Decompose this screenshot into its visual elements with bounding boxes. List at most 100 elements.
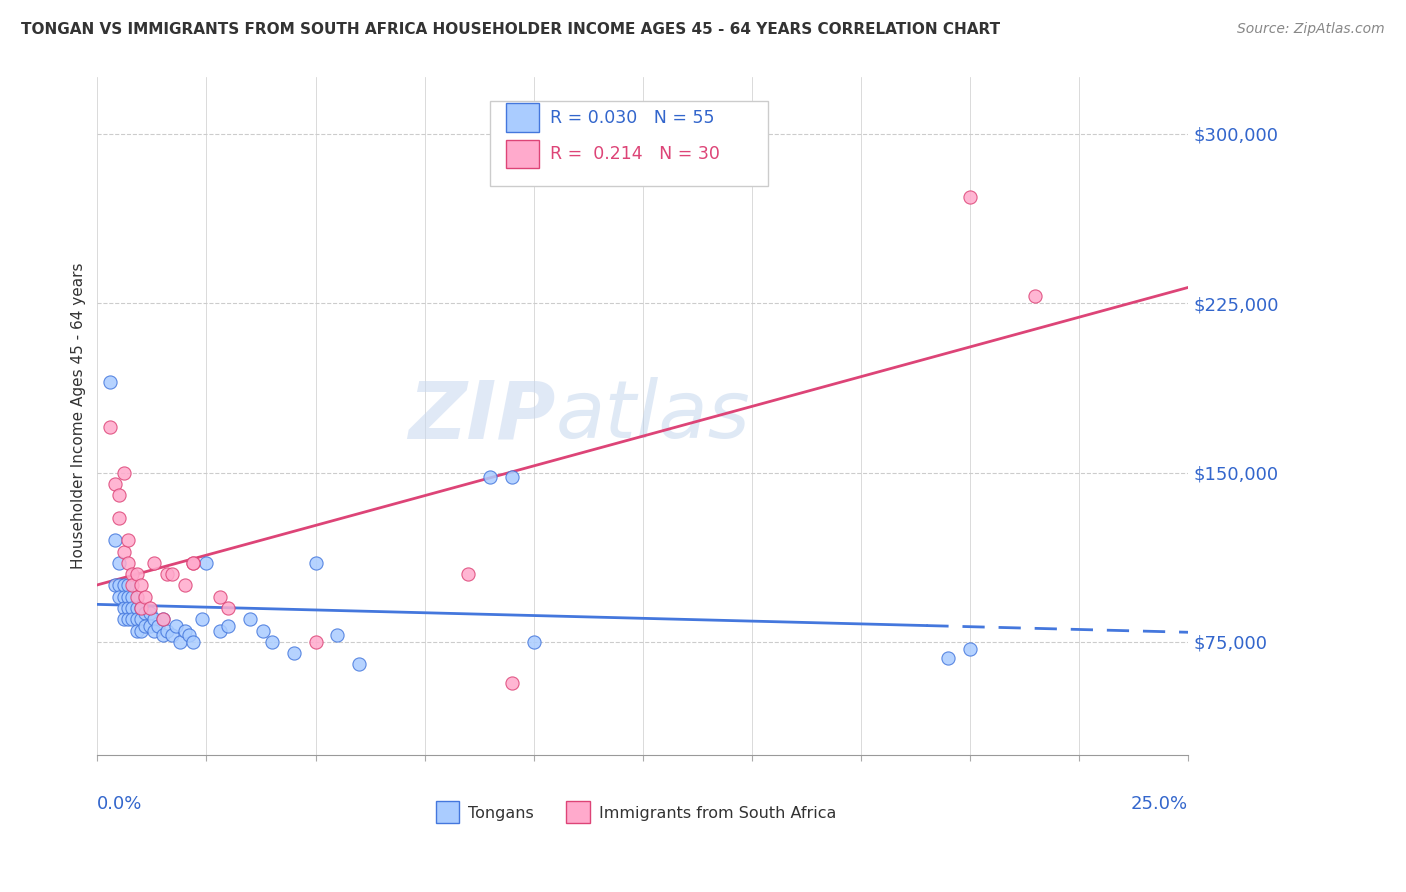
Text: R = 0.030   N = 55: R = 0.030 N = 55 bbox=[550, 109, 714, 127]
Point bbox=[217, 601, 239, 615]
Point bbox=[125, 567, 148, 582]
Point bbox=[959, 641, 981, 656]
Point bbox=[143, 612, 166, 626]
Point bbox=[191, 612, 214, 626]
Point bbox=[138, 606, 160, 620]
Point bbox=[304, 635, 326, 649]
Point bbox=[108, 510, 131, 524]
Point bbox=[117, 601, 139, 615]
Point bbox=[160, 567, 183, 582]
Point bbox=[121, 590, 143, 604]
Point bbox=[117, 578, 139, 592]
Text: Source: ZipAtlas.com: Source: ZipAtlas.com bbox=[1237, 22, 1385, 37]
Point bbox=[173, 578, 195, 592]
Point bbox=[100, 420, 122, 434]
Point bbox=[936, 650, 959, 665]
Point bbox=[112, 578, 135, 592]
Point bbox=[129, 624, 152, 638]
Point bbox=[195, 556, 218, 570]
Point bbox=[125, 624, 148, 638]
Point bbox=[304, 556, 326, 570]
Point bbox=[112, 601, 135, 615]
Text: atlas: atlas bbox=[555, 377, 751, 455]
Point bbox=[283, 646, 305, 660]
Y-axis label: Householder Income Ages 45 - 64 years: Householder Income Ages 45 - 64 years bbox=[72, 263, 86, 569]
Point bbox=[129, 601, 152, 615]
Point bbox=[152, 612, 174, 626]
Point bbox=[108, 556, 131, 570]
Point bbox=[121, 567, 143, 582]
Point bbox=[173, 624, 195, 638]
Point bbox=[125, 612, 148, 626]
FancyBboxPatch shape bbox=[506, 103, 538, 132]
Point bbox=[117, 556, 139, 570]
Point bbox=[217, 619, 239, 633]
Point bbox=[108, 590, 131, 604]
Point bbox=[501, 675, 523, 690]
Point bbox=[169, 635, 191, 649]
Point bbox=[152, 612, 174, 626]
Text: Immigrants from South Africa: Immigrants from South Africa bbox=[599, 805, 837, 821]
Point bbox=[152, 628, 174, 642]
Point bbox=[177, 628, 200, 642]
FancyBboxPatch shape bbox=[436, 801, 460, 822]
Point bbox=[125, 601, 148, 615]
Point bbox=[125, 590, 148, 604]
Point bbox=[108, 488, 131, 502]
Point bbox=[117, 612, 139, 626]
Point bbox=[252, 624, 274, 638]
Point bbox=[112, 544, 135, 558]
Text: Tongans: Tongans bbox=[468, 805, 534, 821]
Text: ZIP: ZIP bbox=[408, 377, 555, 455]
Point bbox=[165, 619, 187, 633]
Point bbox=[523, 635, 546, 649]
Point bbox=[108, 578, 131, 592]
Point bbox=[117, 533, 139, 548]
Point bbox=[183, 556, 205, 570]
Point bbox=[117, 590, 139, 604]
Text: 0.0%: 0.0% bbox=[97, 796, 143, 814]
Point bbox=[143, 556, 166, 570]
Point bbox=[347, 657, 370, 672]
Point bbox=[959, 190, 981, 204]
Point bbox=[143, 624, 166, 638]
Point bbox=[112, 612, 135, 626]
Point bbox=[208, 624, 231, 638]
Point bbox=[326, 628, 349, 642]
Point bbox=[112, 466, 135, 480]
Point bbox=[104, 533, 127, 548]
Point bbox=[160, 628, 183, 642]
Point bbox=[156, 567, 179, 582]
Point bbox=[121, 612, 143, 626]
Point bbox=[134, 619, 156, 633]
Point bbox=[183, 556, 205, 570]
Point bbox=[121, 601, 143, 615]
Point bbox=[104, 476, 127, 491]
Point bbox=[138, 601, 160, 615]
FancyBboxPatch shape bbox=[567, 801, 591, 822]
Point bbox=[138, 619, 160, 633]
Point bbox=[129, 612, 152, 626]
Point bbox=[148, 619, 170, 633]
Text: TONGAN VS IMMIGRANTS FROM SOUTH AFRICA HOUSEHOLDER INCOME AGES 45 - 64 YEARS COR: TONGAN VS IMMIGRANTS FROM SOUTH AFRICA H… bbox=[21, 22, 1000, 37]
Point bbox=[260, 635, 283, 649]
Point bbox=[239, 612, 262, 626]
Point bbox=[100, 376, 122, 390]
Point bbox=[156, 624, 179, 638]
Text: R =  0.214   N = 30: R = 0.214 N = 30 bbox=[550, 145, 720, 163]
Point bbox=[134, 606, 156, 620]
Point bbox=[1024, 289, 1046, 303]
Point bbox=[479, 470, 502, 484]
Point bbox=[129, 601, 152, 615]
Point bbox=[183, 635, 205, 649]
FancyBboxPatch shape bbox=[506, 140, 538, 169]
Point bbox=[129, 578, 152, 592]
Point bbox=[457, 567, 479, 582]
Point bbox=[501, 470, 523, 484]
Point bbox=[104, 578, 127, 592]
Point bbox=[134, 590, 156, 604]
Point bbox=[208, 590, 231, 604]
FancyBboxPatch shape bbox=[491, 101, 768, 186]
Text: 25.0%: 25.0% bbox=[1130, 796, 1188, 814]
Point bbox=[112, 590, 135, 604]
